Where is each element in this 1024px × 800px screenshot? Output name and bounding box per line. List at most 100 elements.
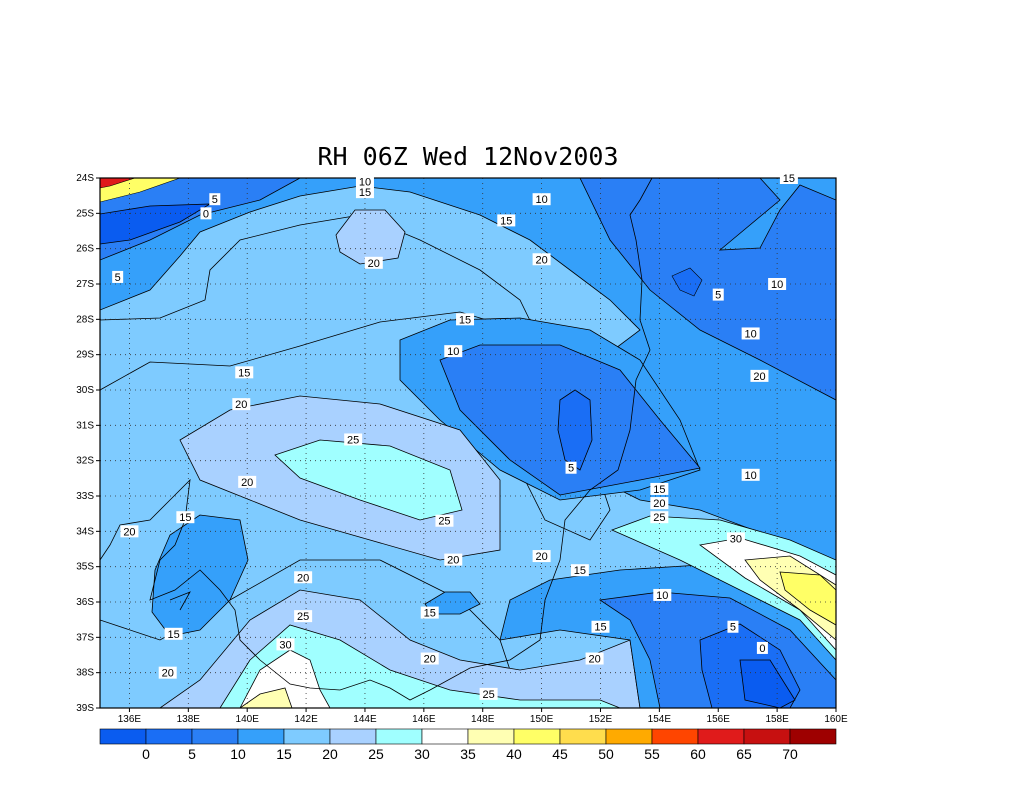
- colorbar-swatch-5: [329, 728, 377, 745]
- contour-label-bg-7: [112, 270, 124, 283]
- contour-label-23: 20: [653, 498, 665, 510]
- contour-label-bg-19: [565, 461, 577, 474]
- y-tick-label-1: 25S: [76, 208, 94, 219]
- colorbar-label-14: 70: [782, 746, 798, 762]
- contour-label-bg-36: [164, 627, 183, 640]
- x-axis: 136E 138E 140E 142E 144E 146E 148E 150E 152E 154E…: [118, 708, 848, 725]
- contour-label-bg-41: [420, 652, 439, 665]
- contour-label-bg-1: [355, 186, 374, 199]
- contour-label-bg-32: [294, 571, 313, 584]
- x-tick-label-1: 138E: [177, 714, 201, 725]
- colorbar-swatch-15: [789, 728, 837, 745]
- contour-label-12: 15: [459, 314, 471, 326]
- contour-label-42: 20: [588, 654, 600, 666]
- region-red-nw: [100, 178, 136, 189]
- contour-label-bg-0: [355, 175, 374, 188]
- contour-label-16: 20: [753, 371, 765, 383]
- contour-label-1: 15: [359, 187, 371, 199]
- contour-label-bg-35: [294, 610, 313, 623]
- contour-label-bg-34: [420, 606, 439, 619]
- y-tick-label-5: 29S: [76, 350, 94, 361]
- contour-label-bg-2: [532, 193, 551, 206]
- region-5-10-north: [579, 178, 836, 401]
- y-tick-label-7: 31S: [76, 420, 94, 431]
- contour-label-bg-13: [444, 345, 463, 358]
- colorbar-swatch-4: [283, 728, 331, 745]
- grid-lines: [100, 178, 836, 708]
- contour-label-bg-30: [532, 550, 551, 563]
- y-tick-label-3: 27S: [76, 279, 94, 290]
- region-35-40-south: [239, 687, 293, 708]
- region-0-5-ne: [671, 267, 703, 297]
- contour-label-19: 5: [568, 463, 574, 475]
- x-tick-label-9: 154E: [648, 714, 672, 725]
- colorbar-swatch-14: [743, 728, 791, 745]
- contour-label-bg-21: [238, 475, 257, 488]
- y-tick-label-0: 24S: [76, 173, 94, 184]
- colorbar-label-11: 55: [644, 746, 660, 762]
- contour-label-40: 0: [759, 643, 765, 655]
- colorbar-label-7: 35: [460, 746, 476, 762]
- contour-label-bg-38: [727, 620, 739, 633]
- colorbar-label-4: 20: [322, 746, 338, 762]
- contour-label-34: 15: [424, 608, 436, 620]
- contour-label-bg-17: [232, 398, 251, 411]
- contour-label-bg-3: [497, 214, 516, 227]
- contour-label-32: 20: [297, 572, 309, 584]
- contour-label-8: 20: [368, 258, 380, 270]
- contour-label-bg-44: [479, 687, 498, 700]
- contour-label-27: 25: [438, 516, 450, 528]
- contour-label-bg-23: [650, 497, 669, 510]
- x-tick-label-5: 146E: [412, 714, 436, 725]
- contour-label-20: 10: [744, 470, 756, 482]
- contour-label-bg-12: [456, 313, 475, 326]
- x-tick-label-6: 148E: [471, 714, 495, 725]
- region-0-5-central: [557, 389, 593, 471]
- contour-label-6: 0: [203, 208, 209, 220]
- colorbar-swatch-7: [421, 728, 469, 745]
- contour-label-bg-8: [364, 256, 383, 269]
- coastline: [100, 178, 653, 701]
- contour-label-11: 10: [771, 279, 783, 291]
- contour-label-18: 25: [347, 434, 359, 446]
- contour-label-38: 5: [730, 622, 736, 634]
- x-tick-label-7: 150E: [530, 714, 554, 725]
- region-40-45-se: [779, 571, 836, 626]
- region-hot-nw: [100, 178, 181, 203]
- colorbar-label-2: 10: [230, 746, 246, 762]
- contour-label-44: 25: [482, 689, 494, 701]
- plot-frame: [99, 177, 837, 709]
- contour-label-bg-28: [726, 532, 745, 545]
- contour-label-bg-15: [235, 366, 254, 379]
- contour-label-17: 20: [235, 399, 247, 411]
- region-20-25-north: [335, 209, 406, 265]
- colorbar-label-8: 40: [506, 746, 522, 762]
- contour-label-bg-11: [768, 278, 787, 290]
- contour-label-41: 20: [424, 654, 436, 666]
- colorbar: 0 5 10 15 20 25 30 35 40 45 50 55 60 65 70: [99, 728, 837, 762]
- contour-label-25: 15: [179, 512, 191, 524]
- x-tick-label-8: 152E: [589, 714, 613, 725]
- contour-label-bg-29: [444, 553, 463, 566]
- region-25-30-central: [274, 439, 463, 521]
- contour-label-33: 10: [656, 590, 668, 602]
- x-tick-label-3: 142E: [294, 714, 318, 725]
- y-tick-label-13: 37S: [76, 632, 94, 643]
- contour-label-bg-43: [158, 666, 177, 679]
- contour-label-28: 30: [730, 533, 742, 545]
- region-neg-se: [739, 659, 796, 708]
- colorbar-swatch-1: [145, 728, 193, 745]
- colorbar-label-0: 0: [142, 746, 150, 762]
- contour-label-bg-24: [650, 511, 669, 524]
- contour-label-31: 15: [574, 565, 586, 577]
- y-tick-label-6: 30S: [76, 385, 94, 396]
- contour-label-bg-31: [570, 564, 589, 577]
- contour-label-bg-9: [532, 253, 551, 266]
- contour-label-bg-40: [756, 641, 768, 654]
- y-tick-label-10: 34S: [76, 526, 94, 537]
- x-tick-label-10: 156E: [707, 714, 731, 725]
- contour-label-bg-20: [741, 468, 760, 481]
- x-tick-label-2: 140E: [236, 714, 260, 725]
- contour-label-bg-6: [200, 207, 212, 220]
